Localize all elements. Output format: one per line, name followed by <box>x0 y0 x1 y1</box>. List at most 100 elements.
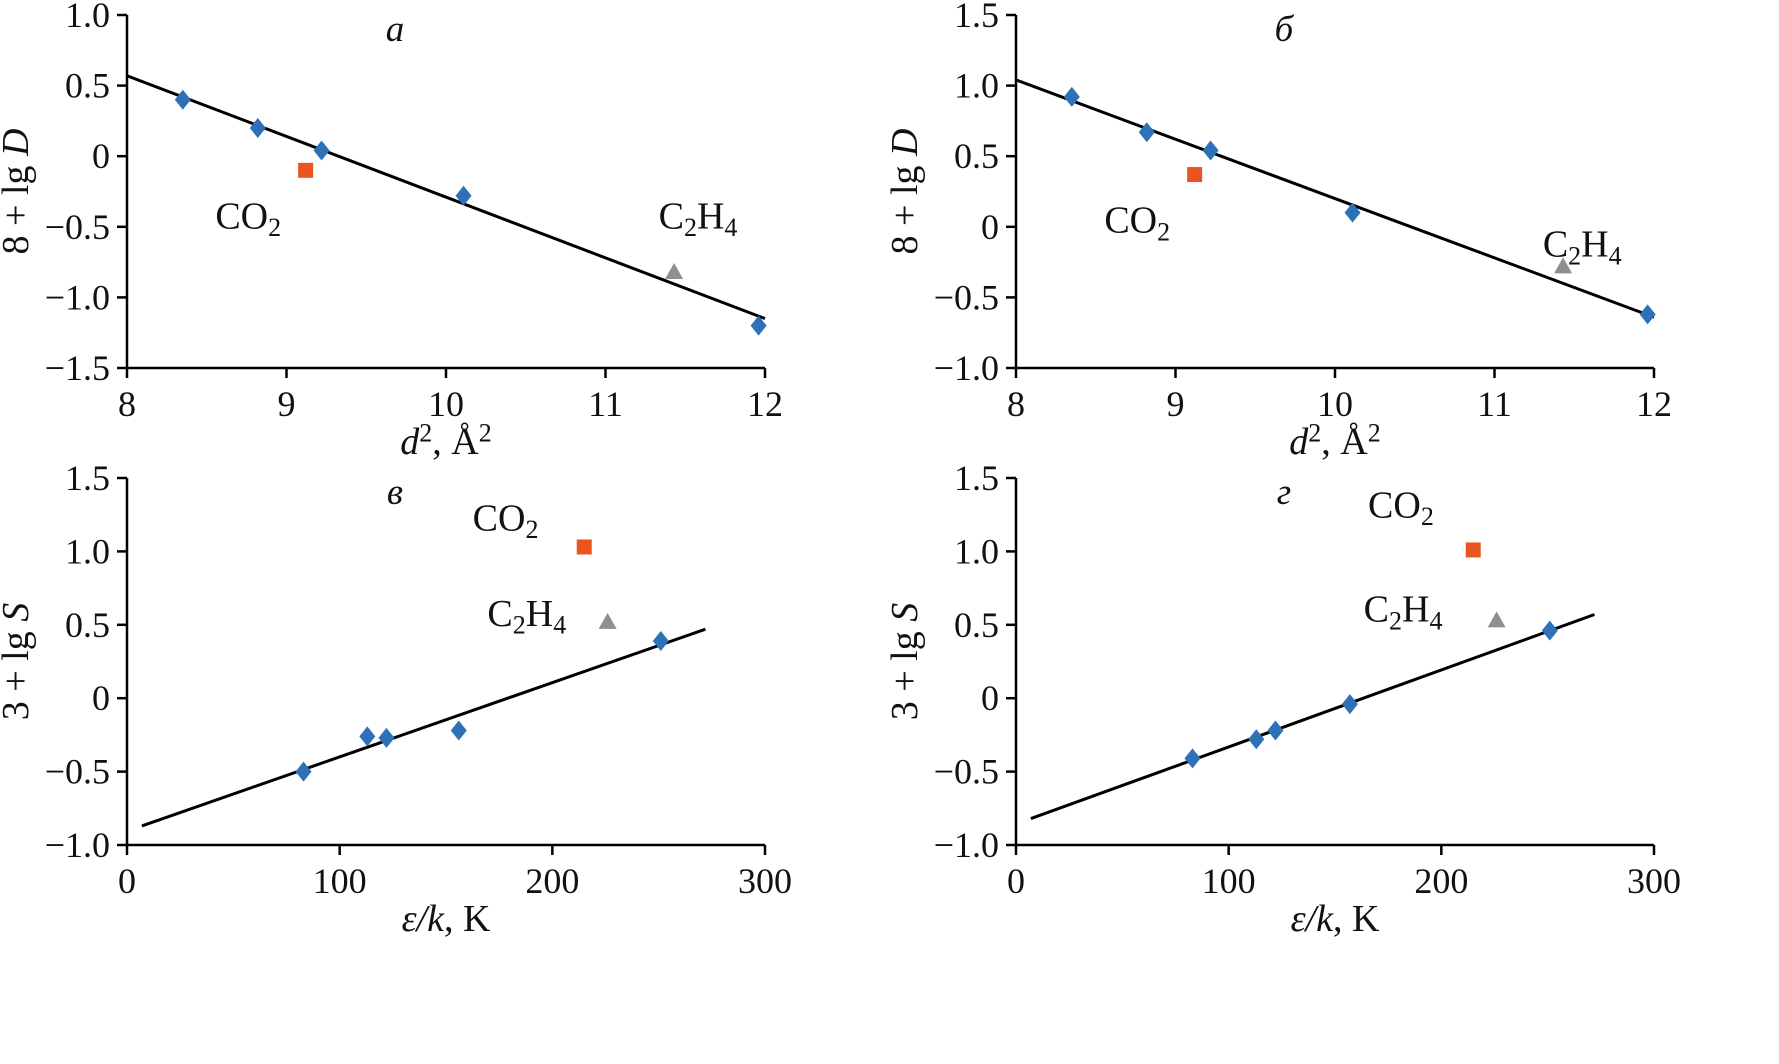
data-point-gases <box>313 140 330 161</box>
data-point-gases <box>1341 694 1358 715</box>
y-tick-label: 1.0 <box>65 0 110 35</box>
x-tick-label: 12 <box>1636 384 1672 424</box>
annotation-c2h4: C2H4 <box>487 593 566 640</box>
y-tick-label: −1.0 <box>45 277 110 317</box>
y-tick-label: −1.5 <box>45 348 110 388</box>
chart-panel-v: 0 100 200 300 1.5 1.0 0.5 0 −0.5 −1.0 в CO2 C2H4 ε/k,… <box>0 458 792 940</box>
x-tick-label: 8 <box>1007 384 1025 424</box>
x-tick-label: 0 <box>1007 861 1025 901</box>
data-point-gases <box>450 720 467 741</box>
x-tick-label: 8 <box>118 384 136 424</box>
data-point-gases <box>750 315 767 336</box>
annotation-c2h4: C2H4 <box>1364 589 1443 636</box>
y-tick-label: 1.0 <box>954 66 999 106</box>
chart-panel-g: 0 100 200 300 1.5 1.0 0.5 0 −0.5 −1.0 г CO2 C2H4 ε/k,… <box>884 458 1681 940</box>
x-tick-label: 0 <box>118 861 136 901</box>
x-tick-label: 10 <box>428 384 464 424</box>
y-axis-label: 3 + lg S <box>884 603 926 721</box>
y-tick-label: 1.5 <box>65 458 110 498</box>
x-tick-label: 200 <box>1414 861 1468 901</box>
x-tick-label: 100 <box>1202 861 1256 901</box>
panel-title: б <box>1275 9 1295 50</box>
x-tick-label: 11 <box>1477 384 1512 424</box>
y-tick-label: −0.5 <box>45 207 110 247</box>
data-point-co2 <box>1465 542 1481 558</box>
data-point-gases <box>1184 748 1201 769</box>
x-tick-label: 9 <box>1167 384 1185 424</box>
y-axis-label: 8 + lg D <box>884 129 926 255</box>
chart-panel-b: 8 9 10 11 12 1.5 1.0 0.5 0 −0.5 −1.0 б CO2 C2H4 d2, Å2… <box>884 0 1672 463</box>
data-point-gases <box>455 185 472 206</box>
y-tick-label: −0.5 <box>45 752 110 792</box>
x-tick-label: 10 <box>1317 384 1353 424</box>
annotation-co2: CO2 <box>473 498 539 545</box>
data-point-gases <box>249 117 266 138</box>
data-point-co2 <box>298 162 314 178</box>
data-point-gases <box>378 727 395 748</box>
data-point-gases <box>359 726 376 747</box>
data-point-c2h4 <box>1554 257 1573 274</box>
x-axis-label: ε/k, K <box>402 898 491 940</box>
data-point-gases <box>1267 720 1284 741</box>
y-tick-label: 0 <box>92 678 110 718</box>
data-point-gases <box>1202 140 1219 161</box>
data-point-co2 <box>1187 167 1203 183</box>
x-tick-label: 100 <box>313 861 367 901</box>
y-tick-label: −1.0 <box>934 348 999 388</box>
x-axis-label: d2, Å2 <box>400 419 491 464</box>
fit-line <box>141 627 706 828</box>
chart-panel-a: 8 9 10 11 12 1.0 0.5 0 −0.5 −1.0 −1.5 а CO2 C2H4 d2, Å… <box>0 0 783 463</box>
axes-spines <box>1014 15 1654 370</box>
data-point-gases <box>1639 304 1656 325</box>
fit-line <box>1015 78 1655 319</box>
x-tick-label: 11 <box>588 384 623 424</box>
panel-title: в <box>387 472 403 513</box>
fit-line <box>1030 613 1595 820</box>
data-point-gases <box>174 89 191 110</box>
y-tick-label: 0 <box>981 678 999 718</box>
y-tick-label: 0.5 <box>954 136 999 176</box>
x-axis-label: d2, Å2 <box>1289 419 1380 464</box>
y-tick-label: 1.0 <box>954 531 999 571</box>
y-tick-label: 0.5 <box>954 605 999 645</box>
annotation-co2: CO2 <box>1368 484 1434 531</box>
axes-spines <box>125 478 765 847</box>
data-point-gases <box>1063 86 1080 107</box>
data-point-c2h4 <box>665 262 684 279</box>
annotation-co2: CO2 <box>215 196 281 243</box>
x-tick-label: 12 <box>747 384 783 424</box>
data-point-gases <box>1541 620 1558 641</box>
panel-title: а <box>386 9 405 50</box>
data-point-gases <box>1138 122 1155 143</box>
data-point-c2h4 <box>598 612 617 629</box>
y-tick-label: 1.5 <box>954 458 999 498</box>
data-point-gases <box>1344 202 1361 223</box>
x-tick-label: 300 <box>738 861 792 901</box>
axes-spines <box>125 15 765 370</box>
data-point-gases <box>295 761 312 782</box>
y-axis-label: 8 + lg D <box>0 129 37 255</box>
annotation-c2h4: C2H4 <box>659 196 738 243</box>
y-tick-label: 0.5 <box>65 605 110 645</box>
annotation-co2: CO2 <box>1104 200 1170 247</box>
x-axis-label: ε/k, K <box>1291 898 1380 940</box>
fit-line <box>126 74 766 320</box>
data-point-c2h4 <box>1487 611 1506 628</box>
y-axis-label: 3 + lg S <box>0 603 37 721</box>
y-tick-label: −0.5 <box>934 752 999 792</box>
panel-title: г <box>1277 472 1291 513</box>
y-tick-label: −1.0 <box>45 825 110 865</box>
y-tick-label: 0 <box>981 207 999 247</box>
y-tick-label: 0.5 <box>65 66 110 106</box>
x-tick-label: 300 <box>1627 861 1681 901</box>
x-tick-label: 200 <box>525 861 579 901</box>
y-tick-label: 1.5 <box>954 0 999 35</box>
data-point-gases <box>652 630 669 651</box>
data-point-gases <box>1248 729 1265 750</box>
annotation-c2h4: C2H4 <box>1543 224 1622 271</box>
y-tick-label: 1.0 <box>65 531 110 571</box>
x-tick-label: 9 <box>278 384 296 424</box>
y-tick-label: −1.0 <box>934 825 999 865</box>
